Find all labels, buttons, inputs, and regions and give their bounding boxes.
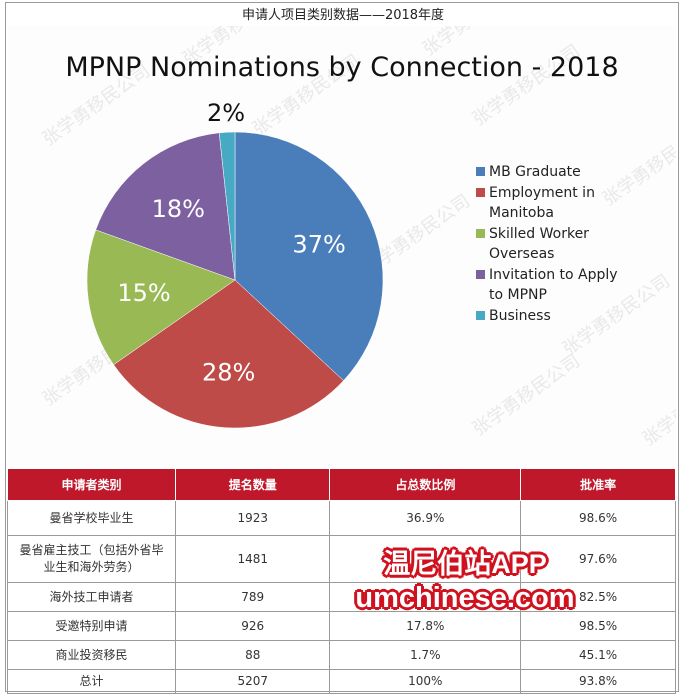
cell-category: 总计: [7, 669, 176, 694]
pie-labels: 37% 28% 15% 18% 2%: [117, 99, 345, 386]
legend-label: Skilled Worker: [489, 226, 589, 242]
legend-swatch: [476, 167, 485, 176]
nomination-table: 申请者类别 提名数量 占总数比例 批准率 曼省学校毕业生 1923 36.9% …: [7, 468, 676, 694]
cell-share: 36.9%: [329, 500, 522, 536]
overlay-line1: 温尼伯站APP: [383, 549, 547, 579]
table-row: 曼省学校毕业生 1923 36.9% 98.6%: [7, 500, 676, 536]
pie-slice: [234, 131, 384, 381]
cell-rate: 98.5%: [520, 611, 676, 641]
slice-label: 2%: [207, 99, 245, 127]
cell-category: 商业投资移民: [7, 640, 176, 670]
cell-rate: 98.6%: [520, 500, 676, 536]
page-caption: 申请人项目类别数据——2018年度: [241, 8, 445, 23]
chart-title: MPNP Nominations by Connection - 2018: [65, 52, 618, 83]
header-share: 占总数比例: [329, 468, 522, 501]
cell-rate: 45.1%: [520, 640, 676, 670]
table-row: 商业投资移民 88 1.7% 45.1%: [7, 640, 676, 670]
cell-count: 5207: [174, 669, 331, 694]
legend-swatch: [476, 311, 485, 320]
cell-category: 曼省雇主技工（包括外省毕 业生和海外劳务）: [7, 535, 176, 583]
slice-label: 28%: [202, 359, 255, 387]
cell-count: 926: [174, 611, 331, 641]
legend-label: Business: [489, 308, 551, 324]
cell-share: 17.8%: [329, 611, 522, 641]
header-rate: 批准率: [520, 468, 676, 501]
slice-label: 15%: [117, 279, 170, 307]
cell-count: 88: [174, 640, 331, 670]
legend-label: to MPNP: [489, 287, 547, 303]
table-row: 受邀特别申请 926 17.8% 98.5%: [7, 611, 676, 641]
cell-count: 789: [174, 582, 331, 612]
watermark-text: 张学勇移民公司: [469, 351, 584, 440]
overlay-line2: umchinese.com: [355, 582, 575, 614]
pie-slice: [86, 229, 236, 366]
pie-chart: 张学勇移民公司 张学勇移民公司 张学勇移民公司张学勇移民公司张学勇移民公司张学勇移民…: [39, 0, 686, 450]
legend-label: Overseas: [489, 246, 554, 262]
pie-slices: [86, 131, 384, 429]
pie-slice: [95, 132, 236, 281]
header-category: 申请者类别: [7, 468, 176, 501]
table-row: 总计 5207 100% 93.8%: [7, 669, 676, 694]
legend-label: MB Graduate: [489, 164, 581, 180]
legend-label: Manitoba: [489, 205, 554, 221]
cell-share: [329, 582, 522, 612]
cell-category: 受邀特别申请: [7, 611, 176, 641]
site-overlay-logo: 温尼伯站APP umchinese.com: [340, 548, 590, 615]
watermark-text: 张学勇移民公司: [559, 271, 674, 360]
watermark-text: 张学勇移民公司: [639, 361, 676, 450]
cell-rate: 93.8%: [520, 669, 676, 694]
pie-slice: [113, 279, 344, 429]
table-header-row: 申请者类别 提名数量 占总数比例 批准率: [7, 468, 676, 501]
slice-label: 18%: [152, 195, 205, 223]
table-row: 海外技工申请者 789 82.5%: [7, 582, 676, 612]
cell-category: 海外技工申请者: [7, 582, 176, 612]
watermark-text: 张学勇移民公司: [599, 121, 676, 210]
pie-slice: [218, 131, 236, 281]
cell-share: 1.7%: [329, 640, 522, 670]
slice-label: 37%: [292, 230, 345, 258]
legend-swatch: [476, 270, 485, 279]
cell-count: 1923: [174, 500, 331, 536]
chart-legend: MB Graduate Employment in Manitoba Skilled …: [476, 164, 618, 324]
header-count: 提名数量: [174, 468, 331, 501]
legend-label: Employment in: [489, 185, 595, 201]
legend-swatch: [476, 188, 485, 197]
legend-swatch: [476, 229, 485, 238]
cell-category: 曼省学校毕业生: [7, 500, 176, 536]
cell-count: 1481: [174, 535, 331, 583]
legend-label: Invitation to Apply: [489, 267, 618, 283]
cell-share: 100%: [329, 669, 522, 694]
chart-panel: 张学勇移民公司 张学勇移民公司 张学勇移民公司 张学勇移民公司 张学勇移民公司 张学勇移民…: [8, 0, 686, 466]
